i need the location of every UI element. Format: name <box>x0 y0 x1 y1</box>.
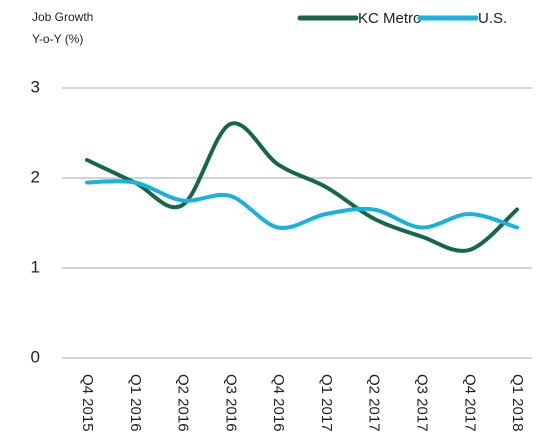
x-tick-label: Q4 2015 <box>79 374 96 432</box>
series-line <box>85 121 519 253</box>
y-tick-label: 1 <box>31 257 40 276</box>
series-line <box>85 179 519 230</box>
x-tick-label: Q2 2017 <box>366 374 383 432</box>
x-tick-label: Q1 2018 <box>509 374 526 432</box>
y-tick-label: 0 <box>31 347 40 366</box>
y-tick-label: 2 <box>31 167 40 186</box>
y-tick-label: 3 <box>31 77 40 96</box>
x-tick-label: Q3 2016 <box>222 374 239 432</box>
x-tick-label: Q1 2016 <box>127 374 144 432</box>
legend-label: KC Metro <box>358 10 421 27</box>
x-tick-label: Q1 2017 <box>318 374 335 432</box>
x-tick-label: Q2 2016 <box>175 374 192 432</box>
y-axis-title: Job Growth <box>32 10 93 24</box>
x-tick-label: Q4 2016 <box>270 374 287 432</box>
y-axis-title: Y-o-Y (%) <box>32 32 83 46</box>
x-tick-label: Q4 2017 <box>461 374 478 432</box>
x-tick-label: Q3 2017 <box>413 374 430 432</box>
legend-label: U.S. <box>478 10 507 27</box>
